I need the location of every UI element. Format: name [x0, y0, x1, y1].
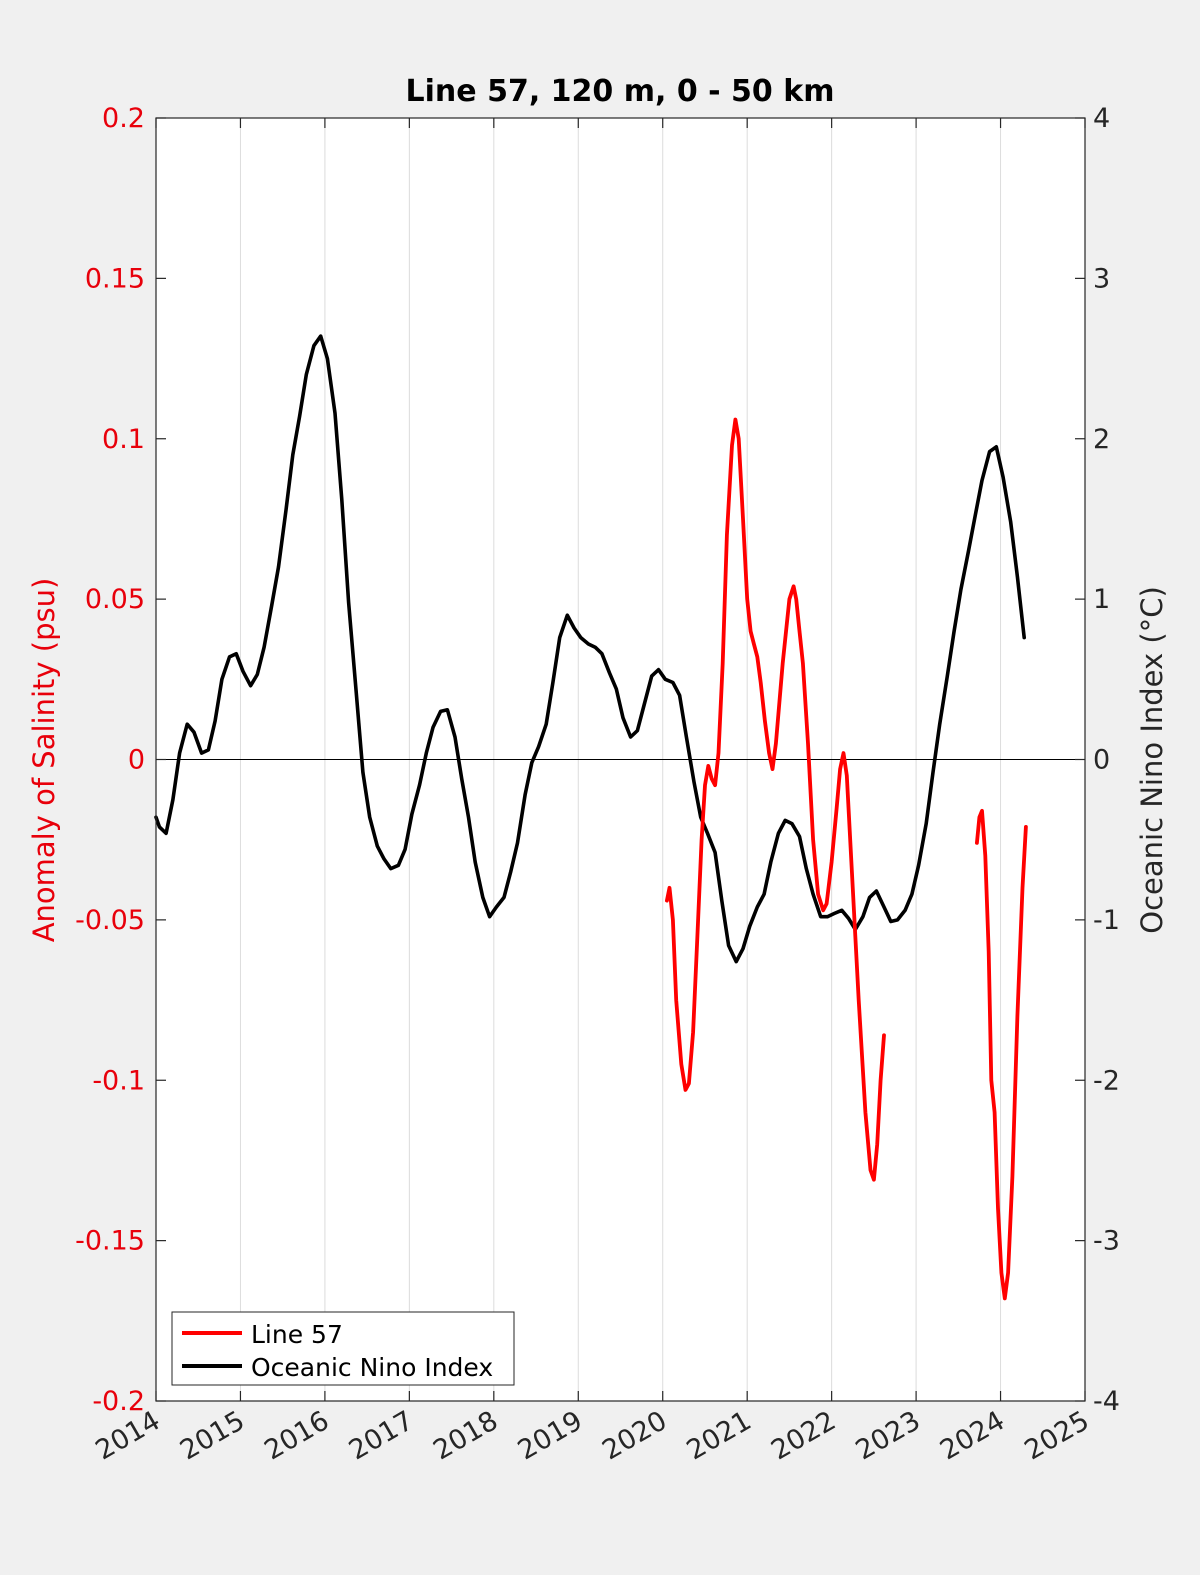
right-y-tick-label: 0	[1093, 745, 1110, 776]
legend-label-oni: Oceanic Nino Index	[251, 1353, 493, 1382]
legend-label-line-57: Line 57	[251, 1320, 343, 1349]
right-y-tick-label: -4	[1093, 1386, 1120, 1417]
series-line-line-57	[975, 808, 1028, 1301]
left-y-tick-label: 0	[128, 745, 145, 776]
left-y-tick-label: 0.05	[85, 584, 145, 615]
chart-title: Line 57, 120 m, 0 - 50 km	[406, 74, 835, 109]
right-y-tick-label: 3	[1093, 263, 1110, 294]
left-y-tick-label: -0.2	[92, 1386, 145, 1417]
series-lines	[154, 334, 1028, 1301]
right-y-tick-label: -3	[1093, 1226, 1120, 1257]
right-y-tick-label: 2	[1093, 424, 1110, 455]
left-y-tick-label: -0.1	[92, 1065, 145, 1096]
series-line-oceanic-nino-index	[154, 334, 1026, 964]
series-line-line-57	[665, 417, 886, 1182]
left-y-tick-label: 0.1	[102, 424, 145, 455]
legend: Line 57 Oceanic Nino Index	[171, 1311, 515, 1386]
left-y-tick-label: -0.05	[75, 905, 145, 936]
right-y-tick-label: -1	[1093, 905, 1120, 936]
left-y-tick-label: -0.15	[75, 1226, 145, 1257]
right-y-tick-label: -2	[1093, 1065, 1120, 1096]
right-y-tick-label: 1	[1093, 584, 1110, 615]
left-y-axis-label: Anomaly of Salinity (psu)	[27, 578, 61, 943]
left-y-tick-label: 0.15	[85, 263, 145, 294]
left-y-axis-ticks: -0.2 -0.15 -0.1 -0.05 0 0.05 0.1 0.15 0.2	[75, 103, 166, 1417]
left-y-tick-label: 0.2	[102, 103, 145, 134]
legend-box	[171, 1311, 515, 1386]
right-y-axis-ticks: -4 -3 -2 -1 0 1 2 3 4	[1075, 103, 1120, 1417]
right-y-tick-label: 4	[1093, 103, 1110, 134]
right-y-axis-label: Oceanic Nino Index (°C)	[1135, 586, 1169, 934]
